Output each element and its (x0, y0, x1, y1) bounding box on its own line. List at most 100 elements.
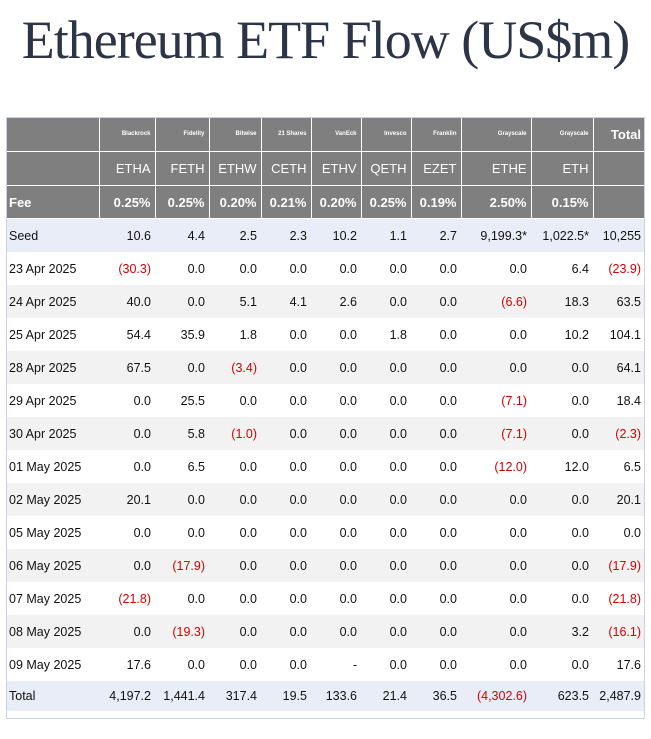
flow-cell: 0.0 (339, 459, 357, 474)
flow-cell: 0.0 (239, 591, 257, 606)
flow-cell: 21.4 (361, 681, 411, 711)
row-label: Total (6, 681, 99, 711)
ticker-symbol: QETH (360, 151, 411, 186)
issuer-name: Blackrock (98, 117, 155, 152)
issuer-name: Franklin (410, 117, 461, 152)
ticker-symbol: FETH (154, 151, 209, 186)
row-total: 0.0 (623, 525, 641, 540)
ticker-symbol: ETHV (310, 151, 361, 186)
row-label: 24 Apr 2025 (6, 285, 99, 318)
flow-cell: 67.5 (99, 351, 155, 384)
row-label: 29 Apr 2025 (9, 393, 77, 408)
fee-header-row: Fee 0.25% 0.25% 0.20% 0.21% 0.20% 0.25% 0.19% 2.… (6, 185, 645, 219)
date-row: 07 May 2025 (21.8) 0.0 0.0 0.0 0.0 0.0 0.0 0.0 0.… (6, 582, 645, 615)
flow-cell: 0.0 (311, 351, 361, 384)
flow-cell: 6.4 (571, 261, 589, 276)
flow-cell: 5.8 (155, 417, 209, 450)
header-corner (6, 117, 99, 152)
fee-value: 0.21% (260, 185, 311, 219)
flow-cell: (19.3) (155, 615, 209, 648)
flow-cell: 0.0 (361, 285, 411, 318)
flow-cell: 0.0 (311, 549, 361, 582)
flow-cell: 0.0 (411, 285, 461, 318)
row-label: 05 May 2025 (9, 525, 82, 540)
flow-cell: 0.0 (361, 483, 411, 516)
flow-cell: 0.0 (461, 351, 531, 384)
row-label: 09 May 2025 (9, 657, 82, 672)
flow-cell: (1.0) (209, 417, 261, 450)
flow-cell: 0.0 (509, 591, 527, 606)
flow-cell: 1.8 (239, 327, 257, 342)
page-title: Ethereum ETF Flow (US$m) (21, 10, 630, 70)
flow-cell: 4,197.2 (99, 681, 155, 711)
date-row: 09 May 2025 17.6 0.0 0.0 0.0 - 0.0 0.0 0.0 0.0 17.… (6, 648, 645, 681)
flow-cell: 0.0 (339, 261, 357, 276)
flow-cell: 0.0 (261, 483, 311, 516)
flow-cell: 0.0 (461, 549, 531, 582)
issuer-name: VanEck (310, 117, 361, 152)
fee-value: 0.20% (208, 185, 261, 219)
issuer-name: 21 Shares (260, 117, 311, 152)
flow-cell: 0.0 (187, 657, 205, 672)
row-total: 20.1 (593, 483, 645, 516)
row-label: 25 Apr 2025 (9, 327, 77, 342)
flow-cell: 0.0 (239, 459, 257, 474)
total-row: Total 4,197.2 1,441.4 317.4 19.5 133.6 21.4 36.… (6, 681, 645, 711)
flow-cell: 0.0 (239, 657, 257, 672)
issuer-name: Invesco (360, 117, 411, 152)
date-row: 06 May 2025 0.0 (17.9) 0.0 0.0 0.0 0.0 0.0 0.0 0.… (6, 549, 645, 582)
flow-cell: 0.0 (439, 459, 457, 474)
row-label: 02 May 2025 (6, 483, 99, 516)
flow-cell: 0.0 (339, 591, 357, 606)
flow-cell: 0.0 (461, 615, 531, 648)
issuer-header-row: Blackrock Fidelity Bitwise 21 Shares VanEck I… (6, 117, 645, 152)
flow-cell: 0.0 (571, 657, 589, 672)
flow-cell: 0.0 (289, 459, 307, 474)
flow-cell: 0.0 (261, 417, 311, 450)
flow-cell: 0.0 (239, 393, 257, 408)
flow-cell: 0.0 (261, 351, 311, 384)
flow-cell: 0.0 (531, 351, 593, 384)
header-blank (592, 151, 645, 186)
row-total: 10,255 (593, 218, 645, 252)
flow-cell: 0.0 (261, 615, 311, 648)
flow-cell: (21.8) (118, 591, 151, 606)
row-total: 18.4 (616, 393, 641, 408)
flow-cell: 9,199.3* (461, 218, 531, 252)
flow-cell: 0.0 (389, 657, 407, 672)
flow-cell: 0.0 (311, 483, 361, 516)
row-total: 64.1 (593, 351, 645, 384)
row-label: 08 May 2025 (6, 615, 99, 648)
ticker-symbol: ETHE (460, 151, 531, 186)
flow-cell: 0.0 (239, 525, 257, 540)
date-row: 30 Apr 2025 0.0 5.8 (1.0) 0.0 0.0 0.0 0.0 (7.1) 0… (6, 417, 645, 450)
flow-cell: 0.0 (531, 417, 593, 450)
flow-cell: 0.0 (99, 615, 155, 648)
flow-cell: 12.0 (564, 459, 589, 474)
flow-cell: 40.0 (99, 285, 155, 318)
flow-cell: 0.0 (531, 549, 593, 582)
header-blank (592, 185, 645, 219)
flow-cell: 2.5 (209, 218, 261, 252)
date-row: 24 Apr 2025 40.0 0.0 5.1 4.1 2.6 0.0 0.0 (6.6) 18… (6, 285, 645, 318)
flow-cell: 0.0 (289, 393, 307, 408)
flow-cell: 133.6 (311, 681, 361, 711)
issuer-name: Fidelity (154, 117, 209, 152)
flow-cell: 0.0 (411, 417, 461, 450)
flow-cell: (7.1) (501, 393, 527, 408)
flow-cell: 0.0 (187, 261, 205, 276)
date-row: 25 Apr 2025 54.4 35.9 1.8 0.0 0.0 1.8 0.0 0.0 10.… (6, 318, 645, 351)
date-row: 02 May 2025 20.1 0.0 0.0 0.0 0.0 0.0 0.0 0.0 0.0 2… (6, 483, 645, 516)
issuer-name: Grayscale (530, 117, 593, 152)
row-total: (16.1) (593, 615, 645, 648)
flow-cell: 0.0 (133, 393, 151, 408)
flow-cell: 1.1 (361, 218, 411, 252)
flow-cell: 18.3 (531, 285, 593, 318)
flow-cell: 10.2 (311, 218, 361, 252)
flow-cell: 25.5 (180, 393, 205, 408)
fee-value: 2.50% (460, 185, 531, 219)
flow-cell: 1.8 (389, 327, 407, 342)
flow-cell: 0.0 (187, 591, 205, 606)
ticker-header-row: ETHA FETH ETHW CETH ETHV QETH EZET ETHE ETH (6, 151, 645, 186)
row-total: (17.9) (593, 549, 645, 582)
